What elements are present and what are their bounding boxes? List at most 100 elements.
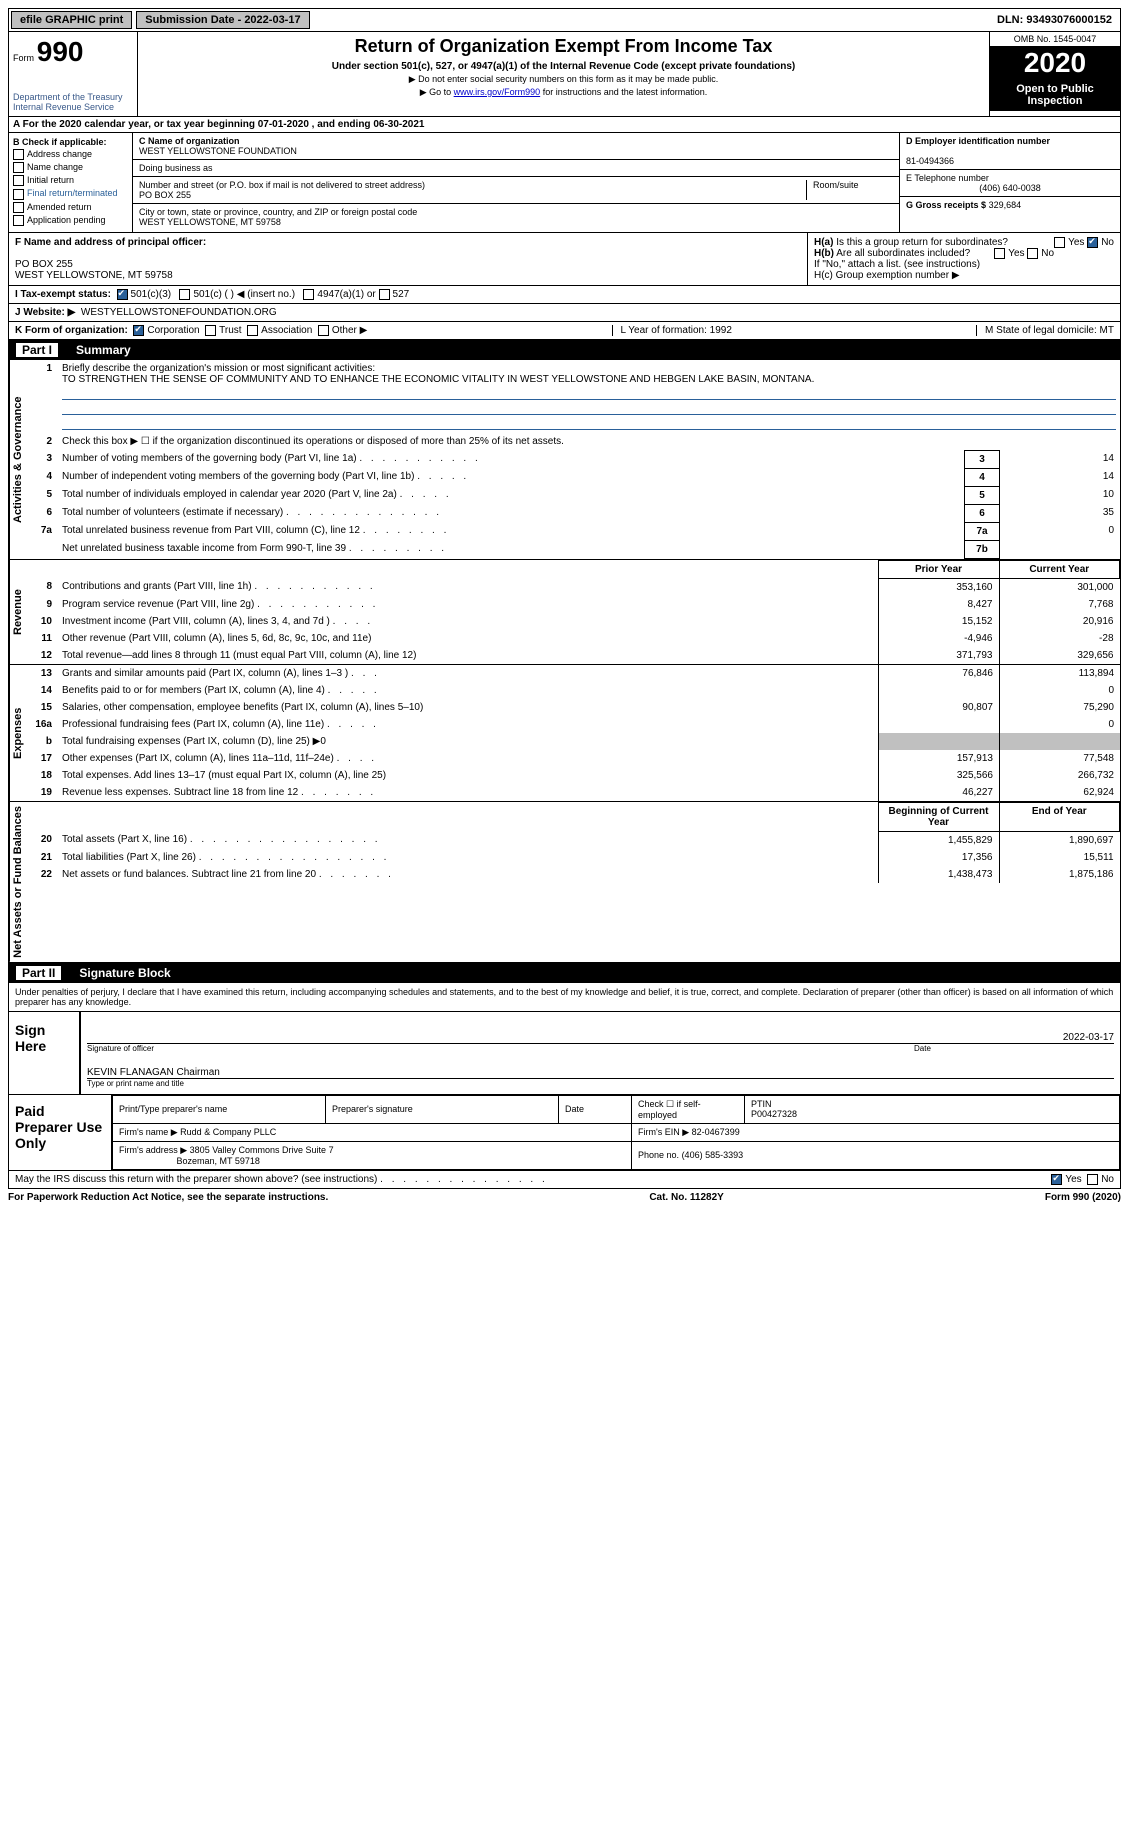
line11-text: Other revenue (Part VIII, column (A), li… xyxy=(58,630,878,647)
part2-number: Part II xyxy=(16,966,61,980)
hb-no-checkbox[interactable] xyxy=(1027,248,1038,259)
return-subtitle: Under section 501(c), 527, or 4947(a)(1)… xyxy=(142,61,985,72)
address-change-checkbox[interactable] xyxy=(13,149,24,160)
firm-name-label: Firm's name ▶ xyxy=(119,1127,178,1137)
officer-name: KEVIN FLANAGAN Chairman xyxy=(87,1067,220,1078)
final-return-checkbox[interactable] xyxy=(13,189,24,200)
association-checkbox[interactable] xyxy=(247,325,258,336)
room-suite: Room/suite xyxy=(806,180,893,200)
omb-number: OMB No. 1545-0047 xyxy=(990,32,1120,47)
line5-text: Total number of individuals employed in … xyxy=(58,486,965,504)
m-state-domicile: M State of legal domicile: MT xyxy=(976,325,1114,336)
form-990-number: 990 xyxy=(37,36,84,67)
ha-no-checkbox[interactable] xyxy=(1087,237,1098,248)
department-treasury: Department of the Treasury Internal Reve… xyxy=(13,92,133,112)
efile-topbar: efile GRAPHIC print Submission Date - 20… xyxy=(8,8,1121,32)
app-pending-checkbox[interactable] xyxy=(13,215,24,226)
po-line1: PO BOX 255 xyxy=(15,259,73,270)
501c3-checkbox[interactable] xyxy=(117,289,128,300)
hc-question: H(c) Group exemption number ▶ xyxy=(814,270,1114,281)
firm-name-value: Rudd & Company PLLC xyxy=(180,1127,276,1137)
irs-no-checkbox[interactable] xyxy=(1087,1174,1098,1185)
ein-column: D Employer identification number 81-0494… xyxy=(899,133,1120,232)
principal-officer-row: F Name and address of principal officer:… xyxy=(8,233,1121,286)
j-label: J Website: ▶ xyxy=(15,307,75,318)
governance-side-label: Activities & Governance xyxy=(9,360,26,559)
firm-addr2: Bozeman, MT 59718 xyxy=(177,1156,260,1166)
part2-header: Part II Signature Block xyxy=(8,963,1121,983)
website-value: WESTYELLOWSTONEFOUNDATION.ORG xyxy=(81,307,277,318)
line21-text: Total liabilities (Part X, line 26) . . … xyxy=(58,849,878,866)
name-change-checkbox[interactable] xyxy=(13,162,24,173)
sig-officer-caption: Signature of officer xyxy=(87,1044,154,1053)
checkbox-column: B Check if applicable: Address change Na… xyxy=(9,133,133,232)
form-page-label: Form 990 (2020) xyxy=(1045,1192,1121,1203)
ssn-note: ▶ Do not enter social security numbers o… xyxy=(142,74,985,85)
line13-text: Grants and similar amounts paid (Part IX… xyxy=(58,665,879,682)
prep-sig-header: Preparer's signature xyxy=(326,1095,559,1123)
firm-addr-label: Firm's address ▶ xyxy=(119,1145,187,1155)
corporation-checkbox[interactable] xyxy=(133,325,144,336)
amended-return-checkbox[interactable] xyxy=(13,202,24,213)
gross-receipts: 329,684 xyxy=(989,200,1022,210)
b-label: B Check if applicable: xyxy=(13,137,128,147)
revenue-section: Revenue Prior YearCurrent Year 8Contribu… xyxy=(9,560,1120,665)
line20-text: Total assets (Part X, line 16) . . . . .… xyxy=(58,831,878,849)
paid-preparer-block: Paid Preparer Use Only Print/Type prepar… xyxy=(8,1095,1121,1171)
return-title: Return of Organization Exempt From Incom… xyxy=(142,36,985,57)
hb-yes-checkbox[interactable] xyxy=(994,248,1005,259)
header-right-box: OMB No. 1545-0047 2020 Open to Public In… xyxy=(989,32,1120,116)
firm-ein-label: Firm's EIN ▶ xyxy=(638,1127,689,1137)
ha-yes-checkbox[interactable] xyxy=(1054,237,1065,248)
line3-value: 14 xyxy=(1000,450,1121,468)
irs-link[interactable]: www.irs.gov/Form990 xyxy=(454,87,541,97)
efile-graphic-button[interactable]: efile GRAPHIC print xyxy=(11,11,132,29)
f-label: F Name and address of principal officer: xyxy=(15,237,206,248)
trust-checkbox[interactable] xyxy=(205,325,216,336)
e-label: E Telephone number xyxy=(906,173,989,183)
line14-text: Benefits paid to or for members (Part IX… xyxy=(58,682,879,699)
may-irs-text: May the IRS discuss this return with the… xyxy=(15,1174,377,1185)
line18-text: Total expenses. Add lines 13–17 (must eq… xyxy=(58,767,879,784)
line15-text: Salaries, other compensation, employee b… xyxy=(58,699,879,716)
line4-text: Number of independent voting members of … xyxy=(58,468,965,486)
part1-title: Summary xyxy=(76,343,131,357)
sign-here-label: Sign Here xyxy=(9,1012,79,1094)
irs-yes-checkbox[interactable] xyxy=(1051,1174,1062,1185)
line22-text: Net assets or fund balances. Subtract li… xyxy=(58,866,878,883)
line5-value: 10 xyxy=(1000,486,1121,504)
c-label: C Name of organization xyxy=(139,136,240,146)
sign-here-block: Sign Here 2022-03-17 Signature of office… xyxy=(8,1012,1121,1095)
4947-checkbox[interactable] xyxy=(303,289,314,300)
q1-text: Briefly describe the organization's miss… xyxy=(62,363,375,374)
line4-value: 14 xyxy=(1000,468,1121,486)
city-value: WEST YELLOWSTONE, MT 59758 xyxy=(139,217,281,227)
org-name: WEST YELLOWSTONE FOUNDATION xyxy=(139,146,297,156)
line16a-text: Professional fundraising fees (Part IX, … xyxy=(58,716,879,733)
goto-note: ▶ Go to www.irs.gov/Form990 for instruct… xyxy=(142,87,985,98)
initial-return-checkbox[interactable] xyxy=(13,175,24,186)
l-year-formation: L Year of formation: 1992 xyxy=(612,325,732,336)
line3-text: Number of voting members of the governin… xyxy=(58,450,965,468)
form-org-row: K Form of organization: Corporation Trus… xyxy=(8,322,1121,340)
line9-text: Program service revenue (Part VIII, line… xyxy=(58,596,878,613)
paperwork-notice: For Paperwork Reduction Act Notice, see … xyxy=(8,1192,328,1203)
submission-date-button[interactable]: Submission Date - 2022-03-17 xyxy=(136,11,309,29)
dba-label: Doing business as xyxy=(133,160,899,177)
part1-header: Part I Summary xyxy=(8,340,1121,360)
prep-name-header: Print/Type preparer's name xyxy=(113,1095,326,1123)
page-footer: For Paperwork Reduction Act Notice, see … xyxy=(8,1192,1121,1203)
line7a-value: 0 xyxy=(1000,522,1121,540)
prep-phone-value: (406) 585-3393 xyxy=(682,1150,744,1160)
catalog-number: Cat. No. 11282Y xyxy=(649,1192,723,1203)
501c-checkbox[interactable] xyxy=(179,289,190,300)
org-name-column: C Name of organization WEST YELLOWSTONE … xyxy=(133,133,899,232)
part1-number: Part I xyxy=(16,343,58,357)
hb-question: H(b) Are all subordinates included? Yes … xyxy=(814,248,1114,259)
firm-addr1: 3805 Valley Commons Drive Suite 7 xyxy=(190,1145,334,1155)
may-irs-row: May the IRS discuss this return with the… xyxy=(8,1171,1121,1189)
527-checkbox[interactable] xyxy=(379,289,390,300)
ptin-label: PTIN xyxy=(751,1099,772,1109)
entity-info-block: B Check if applicable: Address change Na… xyxy=(8,133,1121,233)
other-checkbox[interactable] xyxy=(318,325,329,336)
